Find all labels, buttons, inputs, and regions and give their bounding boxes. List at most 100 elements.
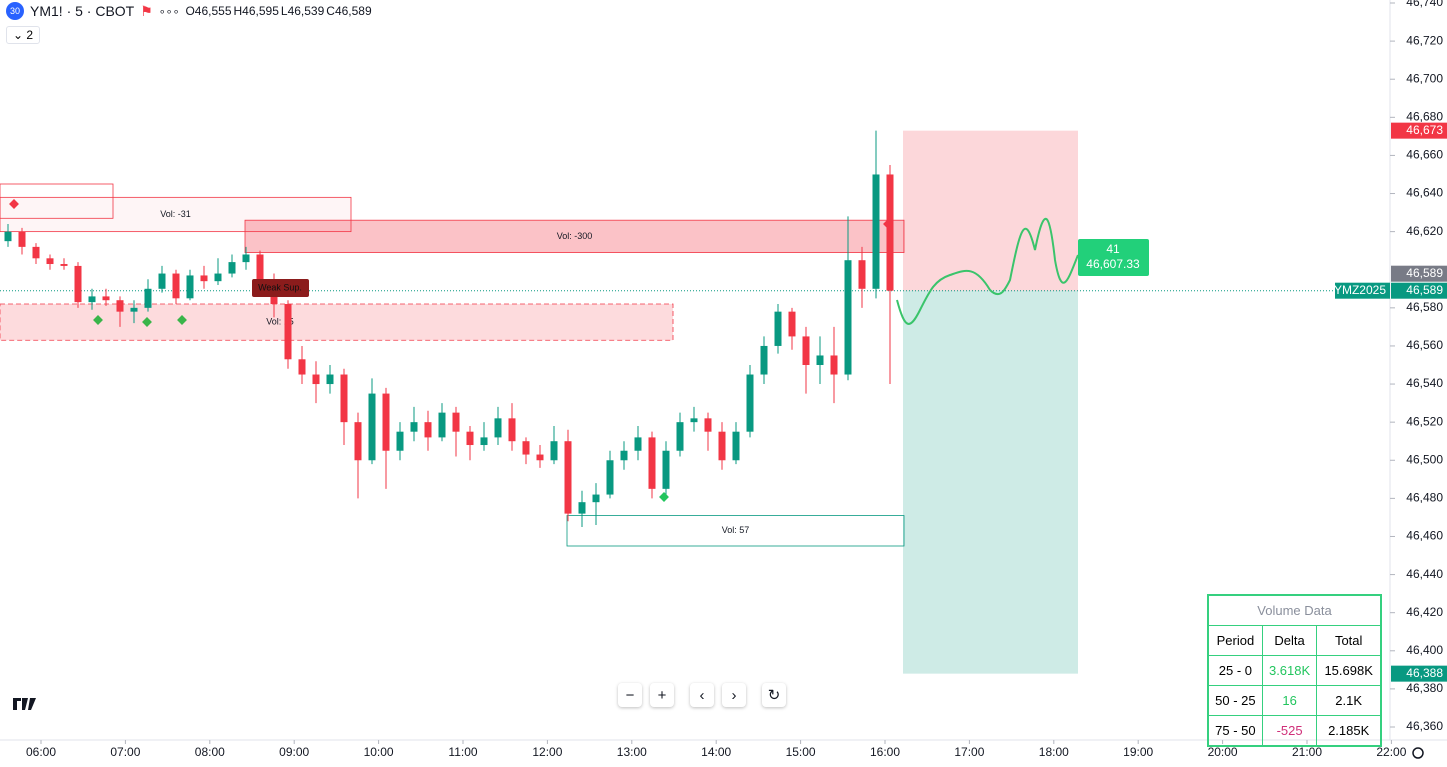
zone [566, 515, 905, 547]
table-row: 50 - 25 16 2.1K [1207, 685, 1382, 716]
candle-body [382, 393, 390, 451]
candle-body [74, 265, 82, 303]
table-cell: 3.618K [1261, 655, 1318, 686]
table-row: 25 - 0 3.618K 15.698K [1207, 655, 1382, 686]
zone-label: Vol: -300 [557, 231, 593, 241]
time-tick-label: 10:00 [364, 745, 394, 759]
time-tick-label: 09:00 [279, 745, 309, 759]
time-tick-label: 14:00 [701, 745, 731, 759]
price-tick-label: 46,700 [1406, 71, 1443, 85]
candle-body [732, 431, 740, 461]
price-tick-label: 46,420 [1406, 605, 1443, 619]
candle-body [466, 431, 474, 446]
zone [244, 219, 905, 253]
candle-body [690, 418, 698, 423]
stop-price-label-bg [1391, 665, 1447, 682]
price-tick-label: 46,500 [1406, 452, 1443, 466]
volume-table: Volume Data Period Delta Total 25 - 0 3.618… [1207, 594, 1382, 747]
table-row: 75 - 50 -525 2.185K [1207, 715, 1382, 747]
candle-body [816, 355, 824, 365]
ohlc-high: H46,595 [233, 4, 279, 18]
candle-body [662, 450, 670, 489]
candle-body [60, 264, 68, 266]
indicator-toggle[interactable]: ⌄ 2 [6, 26, 41, 44]
candle-body [704, 418, 712, 432]
candle-body [760, 345, 768, 375]
candle-body [564, 441, 572, 514]
candle-body [746, 374, 754, 432]
candle-body [354, 422, 362, 461]
signal-label: Weak Sup. [258, 282, 302, 292]
signal-box [252, 279, 309, 297]
table-cell: 2.1K [1316, 685, 1382, 716]
table-cell: 50 - 25 [1207, 685, 1263, 716]
scroll-right[interactable]: › [722, 683, 746, 707]
forecast-box [1078, 239, 1149, 276]
settings-icon[interactable] [1412, 747, 1424, 759]
candle-body [116, 300, 124, 312]
table-header-cell: Period [1207, 625, 1263, 656]
candle-body [788, 311, 796, 337]
time-tick-label: 12:00 [532, 745, 562, 759]
candle-body [452, 412, 460, 432]
last-price-label: 46,589 [1406, 266, 1443, 280]
candle-body [298, 359, 306, 375]
flag[interactable]: ⚑ [140, 2, 153, 19]
time-tick-label: 20:00 [1208, 745, 1238, 759]
candle-body [102, 296, 110, 301]
symbol-header: 30 YM1! · 5 · CBOT ⚑ ∘∘∘ O46,555 H46,595… [6, 2, 372, 20]
time-tick-label: 16:00 [870, 745, 900, 759]
table-header-cell: Total [1316, 625, 1382, 656]
candle-body [802, 336, 810, 365]
candle-body [88, 296, 96, 303]
reset[interactable]: ↻ [762, 683, 786, 707]
candle-body [606, 460, 614, 495]
candle-body [158, 273, 166, 289]
candle-body [550, 441, 558, 461]
time-tick-label: 22:00 [1376, 745, 1406, 759]
table-cell: 15.698K [1316, 655, 1382, 686]
table-cell: 75 - 50 [1207, 715, 1263, 747]
time-tick-label: 19:00 [1123, 745, 1153, 759]
time-tick-label: 13:00 [617, 745, 647, 759]
candle-body [774, 311, 782, 346]
candle-body [186, 275, 194, 299]
price-tick-label: 46,720 [1406, 33, 1443, 47]
symbol-label: YMZ2025 [1334, 283, 1386, 297]
table-cell: 16 [1261, 685, 1318, 716]
zone [0, 303, 674, 341]
signal-marker [659, 492, 669, 502]
time-tick-label: 21:00 [1292, 745, 1322, 759]
ohlc-open: O46,555 [185, 4, 232, 18]
zone-label: Vol: -31 [160, 209, 191, 219]
price-tick-label: 46,400 [1406, 643, 1443, 657]
zone-label: Vol: 15 [266, 317, 294, 327]
symbol[interactable]: YM1! · 5 · CBOT [30, 3, 135, 19]
candle-body [326, 374, 334, 385]
price-tick-label: 46,460 [1406, 529, 1443, 543]
zone [0, 196, 352, 233]
more[interactable]: ∘∘∘ [158, 5, 180, 18]
table-cell: 25 - 0 [1207, 655, 1263, 686]
candle-body [592, 494, 600, 503]
candle-body [396, 431, 404, 451]
zoom-out[interactable]: − [618, 683, 642, 707]
time-tick-label: 15:00 [786, 745, 816, 759]
scroll-left[interactable]: ‹ [690, 683, 714, 707]
candle-body [634, 437, 642, 451]
time-tick-label: 06:00 [26, 745, 56, 759]
candle-body [46, 258, 54, 265]
signal-marker [142, 317, 152, 327]
price-tick-label: 46,380 [1406, 681, 1443, 695]
candle-body [4, 231, 12, 242]
time-tick-label: 17:00 [954, 745, 984, 759]
candle-body [844, 260, 852, 375]
zoom-in[interactable]: + [650, 683, 674, 707]
candle-body [620, 450, 628, 461]
candle-body [172, 273, 180, 299]
candle-body [858, 260, 866, 289]
target-price-label: 46,673 [1406, 123, 1443, 137]
price-tick-label: 46,640 [1406, 186, 1443, 200]
